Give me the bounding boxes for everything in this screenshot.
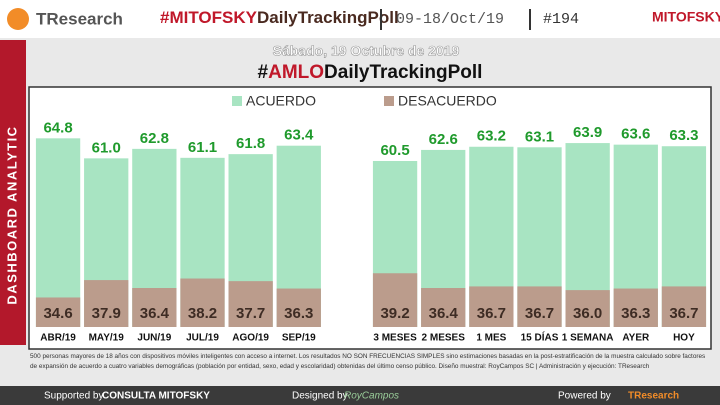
designed-label: Designed by [292, 391, 348, 402]
supporter: CONSULTA MITOFSKY [102, 391, 210, 402]
value-label: 63.4 [284, 127, 314, 144]
bar [35, 297, 81, 327]
bar [661, 286, 707, 327]
x-tick-label: 1 MES [476, 333, 506, 344]
value-label: 39.2 [380, 305, 409, 322]
power: TResearch [628, 391, 679, 402]
value-label: 62.8 [140, 130, 169, 147]
brand: TResearch [36, 9, 123, 28]
header-dates: 09-18/Oct/19 [396, 11, 504, 28]
header-bar [0, 0, 720, 38]
x-tick-label: MAY/19 [89, 333, 125, 344]
value-label: 61.1 [188, 139, 217, 156]
x-tick-label: JUL/19 [186, 333, 219, 344]
legend-label: DESACUERDO [398, 93, 497, 109]
x-tick-label: 2 MESES [422, 333, 466, 344]
legend-swatch [384, 96, 394, 106]
bar [613, 288, 658, 327]
header-number: #194 [543, 11, 579, 28]
legend-swatch [232, 96, 242, 106]
logo: MITOFSKY [652, 9, 720, 25]
value-label: 37.9 [92, 305, 121, 322]
value-label: 36.3 [284, 305, 313, 322]
x-tick-label: HOY [673, 333, 695, 344]
value-label: 63.2 [477, 128, 506, 145]
value-label: 36.3 [621, 305, 650, 322]
x-tick-label: 15 DÍAS [521, 331, 559, 344]
value-label: 34.6 [43, 305, 72, 322]
x-tick-label: 1 SEMANA [562, 333, 614, 344]
value-label: 61.8 [236, 135, 265, 152]
value-label: 61.0 [92, 139, 121, 156]
value-label: 62.6 [429, 131, 458, 148]
value-label: 36.4 [140, 305, 170, 322]
bar [180, 278, 225, 327]
value-label: 64.8 [43, 119, 72, 136]
value-label: 36.7 [525, 305, 554, 322]
x-tick-label: AGO/19 [232, 333, 269, 344]
value-label: 36.0 [573, 305, 602, 322]
bar [132, 288, 177, 327]
value-label: 36.7 [669, 305, 698, 322]
bar [35, 138, 81, 327]
chart-title: #AMLODailyTrackingPoll [258, 62, 483, 83]
bar [372, 273, 418, 327]
bar [228, 281, 273, 327]
x-tick-label: ABR/19 [40, 333, 76, 344]
value-label: 38.2 [188, 305, 217, 322]
supported-label: Supported by [44, 391, 104, 402]
value-label: 60.5 [380, 142, 409, 159]
value-label: 63.9 [573, 124, 602, 141]
side-label: DASHBOARD ANALYTIC [4, 125, 19, 304]
chart-subtitle: Sábado, 19 Octubre de 2019 [273, 43, 460, 59]
bar [276, 288, 321, 327]
value-label: 63.3 [669, 127, 698, 144]
bar [565, 290, 610, 327]
x-tick-label: JUN/19 [137, 333, 171, 344]
bar [517, 286, 562, 327]
x-tick-label: SEP/19 [282, 333, 316, 344]
header-title: #MITOFSKYDailyTrackingPoll [160, 8, 399, 27]
bar [469, 286, 514, 327]
side-strip [0, 40, 26, 345]
value-label: 63.6 [621, 126, 650, 143]
x-tick-label: AYER [622, 333, 650, 344]
value-label: 37.7 [236, 305, 265, 322]
bar [84, 280, 129, 327]
bar [421, 288, 466, 327]
footer-note: 500 personas mayores de 18 años con disp… [30, 353, 706, 370]
footer-bar [0, 386, 720, 405]
powered-label: Powered by [558, 391, 611, 402]
designer: RoyCampos [344, 391, 399, 402]
brand-icon [7, 8, 29, 30]
value-label: 63.1 [525, 128, 554, 145]
x-tick-label: 3 MESES [373, 333, 417, 344]
legend-label: ACUERDO [246, 93, 316, 109]
value-label: 36.4 [429, 305, 459, 322]
value-label: 36.7 [477, 305, 506, 322]
